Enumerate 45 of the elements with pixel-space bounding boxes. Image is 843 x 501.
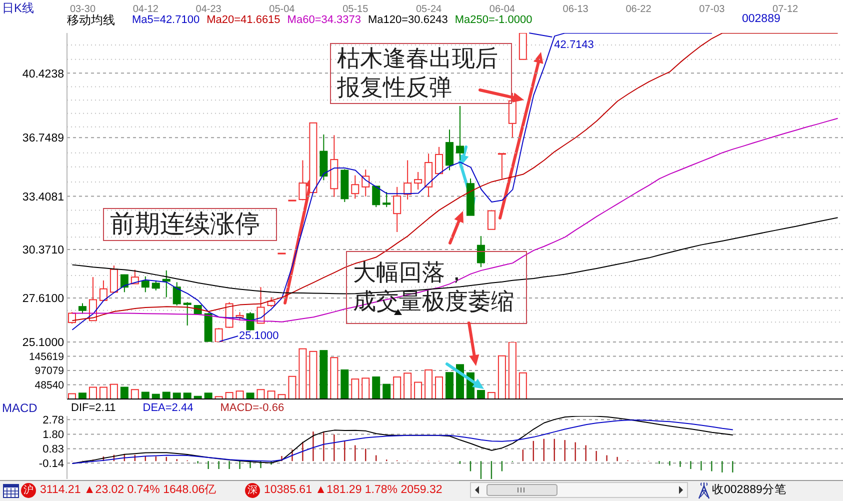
text: Ma5=42.7100: [132, 14, 200, 27]
x-tick-label: 04-12: [132, 4, 159, 15]
text: DIF=2.11: [71, 402, 116, 415]
text: 002889: [742, 13, 780, 26]
x-tick-label: 04-23: [196, 4, 222, 15]
x-tick-label: 05-15: [342, 4, 369, 15]
annotation: 42.7143: [554, 39, 594, 51]
y-tick-label: 145619: [28, 350, 64, 363]
text: Ma60=34.3373: [287, 14, 361, 27]
text: Ma120=30.6243: [368, 14, 448, 27]
x-tick-label: 07-03: [699, 4, 726, 15]
text: MACD=-0.66: [220, 402, 284, 415]
annotation: 25.1000: [239, 330, 279, 343]
y-tick-label: 0.83: [42, 444, 64, 456]
y-tick-label: 40.4238: [22, 68, 64, 80]
y-tick-label: -0.14: [38, 458, 64, 470]
y-tick-label: 48540: [34, 379, 64, 392]
legend-label: Ma250=-1.0000: [454, 14, 532, 27]
x-tick-label: 06-04: [489, 4, 516, 15]
annotation: 枯木逢春出现后报复性反弹: [337, 45, 499, 102]
y-tick-label: 1.80: [42, 429, 64, 442]
x-tick-label: 06-22: [626, 4, 652, 15]
y-tick-label: 27.6100: [22, 293, 64, 306]
annotation: 前期连续涨停: [110, 209, 260, 240]
text: DEA=2.44: [142, 402, 194, 415]
x-tick-label: 05-24: [416, 4, 442, 15]
chart-title: MACD: [2, 401, 38, 415]
y-tick-label: 33.4081: [22, 191, 64, 204]
x-tick-label: 07-12: [772, 4, 799, 15]
text: Ma20=41.6615: [206, 14, 280, 27]
chart-title: 日K线: [2, 1, 34, 15]
text: 10385.61 ▲181.29 1.78% 2059.32: [264, 483, 442, 498]
y-tick-label: 30.3710: [22, 244, 64, 257]
y-tick-label: 36.7489: [22, 132, 64, 145]
x-tick-label: 06-13: [562, 4, 589, 15]
text: 深: [245, 483, 260, 498]
text: 收002889分笔: [712, 483, 786, 498]
legend-title: 移动均线: [67, 13, 115, 27]
text: 沪: [21, 483, 36, 498]
y-tick-label: 97079: [34, 365, 64, 378]
y-tick-label: 25.1000: [22, 337, 64, 350]
x-tick-label: 05-04: [269, 4, 296, 15]
y-tick-label: 2.78: [42, 414, 64, 426]
text: 3114.21 ▲23.02 0.74% 1648.06亿: [40, 483, 217, 498]
x-tick-label: 03-30: [70, 4, 96, 15]
